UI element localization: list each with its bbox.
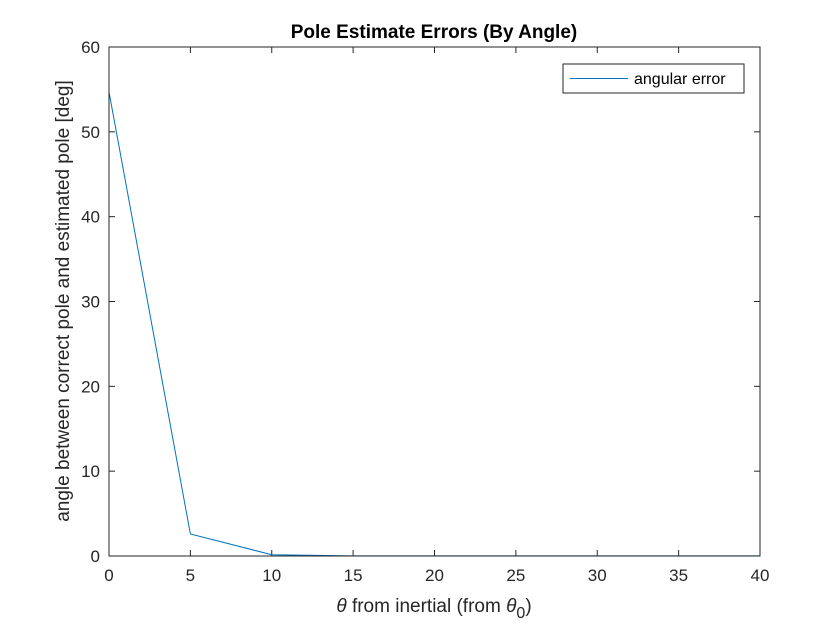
x-tick-label: 0: [104, 566, 113, 585]
y-tick-labels: 0 10 20 30 40 50 60: [81, 38, 100, 566]
x-label-suffix: ): [525, 596, 531, 617]
legend: angular error: [562, 63, 745, 94]
y-tick-label: 40: [81, 208, 100, 227]
x-label-sub-symbol: θ: [506, 596, 517, 617]
y-axis-label: angle between correct pole and estimated…: [53, 80, 74, 522]
x-axis-label: θ from inertial (from θ0): [336, 596, 531, 622]
x-tick-label: 35: [669, 566, 688, 585]
y-tick-label: 10: [81, 462, 100, 481]
x-tick-label: 25: [506, 566, 525, 585]
y-tick-label: 20: [81, 377, 100, 396]
x-label-symbol: θ: [336, 596, 347, 617]
x-tick-label: 40: [751, 566, 770, 585]
x-tick-label: 30: [588, 566, 607, 585]
x-label-text: from inertial (from: [347, 596, 506, 617]
y-tick-label: 0: [91, 547, 100, 566]
legend-label: angular error: [634, 71, 726, 88]
x-tick-label: 15: [344, 566, 363, 585]
chart-title: Pole Estimate Errors (By Angle): [291, 22, 577, 43]
x-label-subscript: 0: [516, 605, 525, 622]
y-tick-label: 30: [81, 293, 100, 312]
x-tick-label: 20: [425, 566, 444, 585]
x-tick-label: 5: [186, 566, 195, 585]
axes-box: [108, 46, 761, 557]
plot-area: [109, 47, 760, 556]
y-tick-label: 50: [81, 123, 100, 142]
x-tick-label: 10: [262, 566, 281, 585]
y-tick-label: 60: [81, 38, 100, 57]
x-tick-labels: 0 5 10 15 20 25 30 35 40: [104, 566, 769, 585]
